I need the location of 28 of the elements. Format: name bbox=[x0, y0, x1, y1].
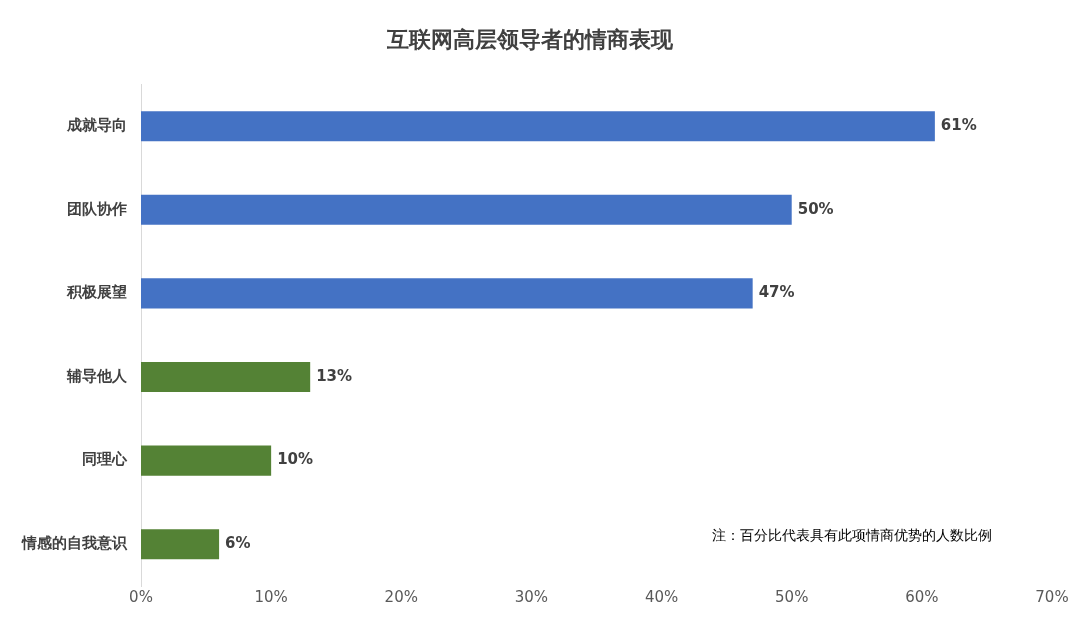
y-tick-label: 辅导他人 bbox=[66, 366, 128, 385]
data-label: 47% bbox=[758, 283, 795, 302]
data-label: 13% bbox=[316, 366, 353, 385]
x-tick-label: 50% bbox=[775, 587, 809, 606]
data-label: 61% bbox=[940, 116, 977, 135]
annotation: 注：百分比代表具有此项情商优势的人数比例 bbox=[712, 526, 992, 543]
x-tick-label: 60% bbox=[905, 587, 939, 606]
x-tick-label: 10% bbox=[254, 587, 288, 606]
x-tick-label: 30% bbox=[514, 587, 549, 606]
y-tick-label: 成就导向 bbox=[66, 116, 127, 135]
x-tick-label: 20% bbox=[384, 587, 418, 606]
bar bbox=[141, 445, 272, 476]
bar bbox=[141, 529, 220, 560]
y-tick-label: 团队协作 bbox=[67, 199, 127, 218]
bar bbox=[141, 361, 311, 393]
x-tick-label: 70% bbox=[1035, 587, 1069, 606]
x-tick-label: 40% bbox=[644, 587, 679, 606]
bar bbox=[141, 194, 792, 225]
x-tick-label: 0% bbox=[129, 587, 153, 606]
chart-title: 互联网高层领导者的情商表现 bbox=[386, 26, 674, 52]
y-tick-label: 情感的自我意识 bbox=[21, 534, 128, 553]
y-tick-label: 同理心 bbox=[82, 450, 128, 469]
data-label: 6% bbox=[225, 534, 251, 553]
y-tick-label: 积极展望 bbox=[66, 283, 127, 302]
data-label: 50% bbox=[797, 199, 834, 218]
bar bbox=[141, 278, 753, 309]
data-label: 10% bbox=[277, 450, 314, 469]
bar bbox=[141, 111, 935, 142]
